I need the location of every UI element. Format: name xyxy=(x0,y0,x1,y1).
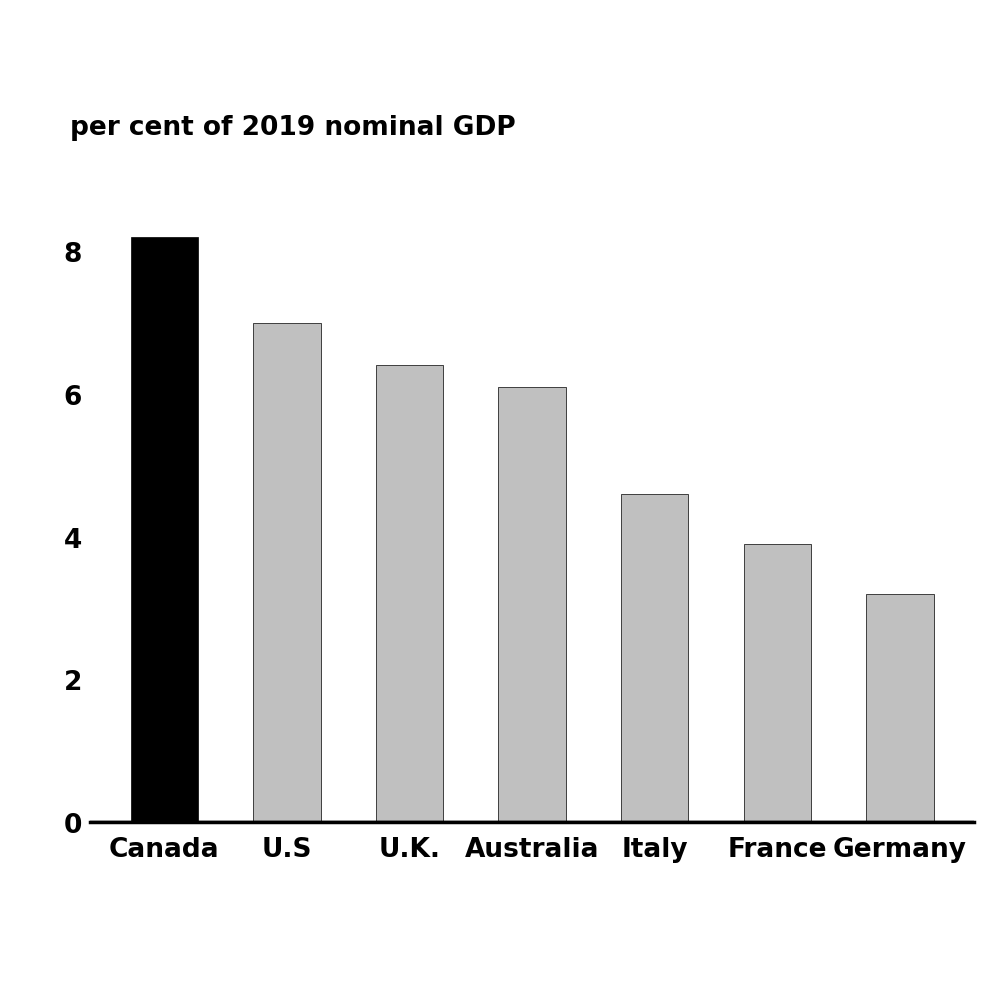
Bar xyxy=(253,323,320,822)
Bar xyxy=(130,238,198,822)
Bar xyxy=(375,366,442,822)
Bar xyxy=(497,387,566,822)
Bar xyxy=(866,594,933,822)
Bar xyxy=(743,545,810,822)
Text: per cent of 2019 nominal GDP: per cent of 2019 nominal GDP xyxy=(70,114,516,140)
Bar xyxy=(621,494,688,822)
